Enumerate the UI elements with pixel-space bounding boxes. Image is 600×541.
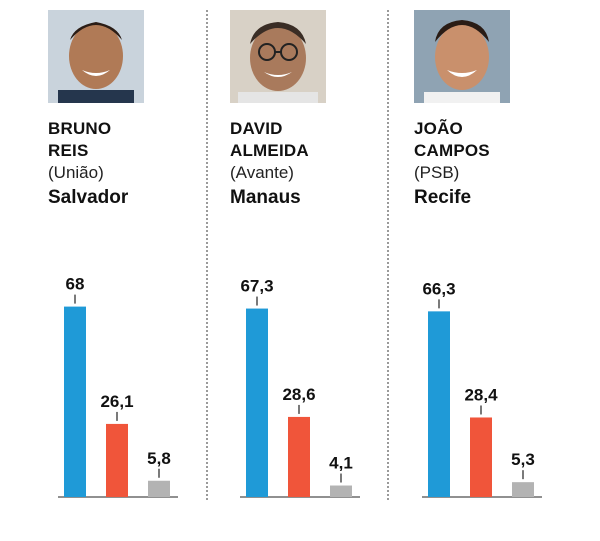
candidate-party: (Avante) — [230, 163, 294, 182]
candidate-name-line2: REIS — [48, 141, 89, 160]
candidate-name-line1: DAVID — [230, 119, 283, 138]
candidate-name-line2: CAMPOS — [414, 141, 490, 160]
candidate-panel-recife: JOÃO CAMPOS (PSB) Recife — [366, 0, 546, 541]
bar-salvador-1 — [64, 306, 86, 497]
candidate-portrait-icon — [414, 10, 510, 103]
candidate-name-line2: ALMEIDA — [230, 141, 309, 160]
candidate-city: Recife — [414, 187, 472, 208]
bar-recife-2 — [470, 417, 492, 497]
value-label-recife-2: 28,4 — [464, 385, 498, 404]
bar-salvador-3 — [148, 480, 170, 497]
value-label-salvador-3: 5,8 — [147, 449, 171, 468]
value-label-manaus-1: 67,3 — [240, 277, 273, 296]
panel-divider — [206, 10, 208, 500]
candidate-party: (União) — [48, 163, 104, 182]
bar-manaus-3 — [330, 485, 352, 497]
panel-divider — [387, 10, 389, 500]
value-label-recife-3: 5,3 — [511, 450, 535, 469]
candidate-portrait-icon — [48, 10, 144, 103]
candidate-party: (PSB) — [414, 163, 460, 182]
bar-manaus-2 — [288, 416, 310, 497]
candidate-name: BRUNO REIS — [48, 118, 111, 162]
candidate-name: JOÃO CAMPOS — [414, 118, 490, 162]
value-label-manaus-2: 28,6 — [282, 385, 315, 404]
bar-recife-1 — [428, 311, 450, 497]
bar-manaus-1 — [246, 308, 268, 497]
candidate-city: Salvador — [48, 187, 129, 208]
candidate-panel-salvador: BRUNO REIS (União) Salvador — [0, 0, 180, 541]
candidate-city: Manaus — [230, 187, 301, 208]
candidate-name-line1: BRUNO — [48, 119, 112, 138]
value-label-manaus-3: 4,1 — [329, 454, 353, 473]
value-label-recife-1: 66,3 — [422, 279, 455, 298]
value-label-salvador-1: 68 — [66, 275, 85, 294]
bar-recife-3 — [512, 482, 534, 497]
candidate-panel-manaus: DAVID ALMEIDA (Avante) Manaus — [182, 0, 362, 541]
bar-salvador-2 — [106, 423, 128, 497]
candidate-portrait-icon — [230, 10, 326, 103]
candidate-name: DAVID ALMEIDA — [230, 118, 309, 162]
candidate-name-line1: JOÃO — [414, 119, 463, 138]
value-label-salvador-2: 26,1 — [100, 392, 133, 411]
